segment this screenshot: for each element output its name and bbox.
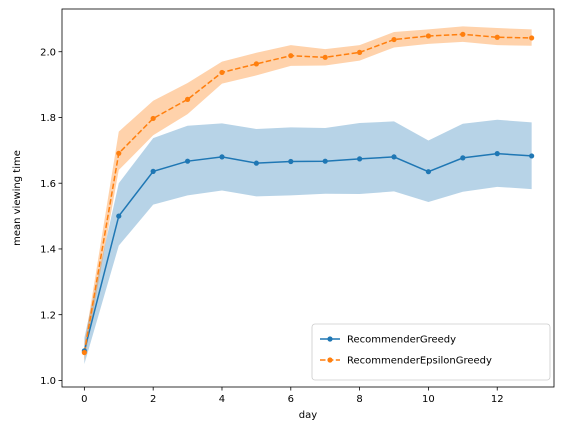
x-tick-label: 0 xyxy=(81,394,87,405)
recommenderepsilongreedy-point xyxy=(494,34,500,40)
series-markers xyxy=(81,31,535,356)
x-tick-label: 4 xyxy=(219,394,225,405)
recommenderepsilongreedy-point xyxy=(253,61,259,67)
recommendergreedy-point xyxy=(425,169,432,175)
recommendergreedy-line xyxy=(83,152,532,352)
y-tick-label: 2.0 xyxy=(40,47,56,58)
x-tick-label: 10 xyxy=(422,394,435,405)
plot-frame xyxy=(61,8,555,388)
recommenderepsilongreedy-point xyxy=(184,96,191,102)
recommenderepsilongreedy-point xyxy=(219,69,225,76)
recommenderepsilongreedy-legend-marker xyxy=(327,357,333,363)
recommenderepsilongreedy-line xyxy=(83,33,532,353)
legend: RecommenderGreedy RecommenderEpsilonGreed… xyxy=(311,323,551,381)
y-tick-label: 1.2 xyxy=(40,310,56,321)
recommendergreedy-band xyxy=(84,119,532,364)
x-tick-label: 6 xyxy=(288,394,294,405)
y-tick-label: 1.6 xyxy=(40,179,56,190)
recommenderepsilongreedy-point xyxy=(425,33,432,39)
confidence-bands xyxy=(84,26,532,364)
x-axis-ticks: 0 2 4 6 8 10 12 xyxy=(81,387,504,405)
x-tick-label: 12 xyxy=(491,394,504,405)
y-axis-label: mean viewing time xyxy=(12,150,23,246)
recommenderepsilongreedy-point xyxy=(529,35,535,41)
recommenderepsilongreedy-point xyxy=(322,54,328,60)
series-lines xyxy=(83,33,532,353)
recommendergreedy-point xyxy=(288,158,294,165)
recommendergreedy-point xyxy=(494,151,500,157)
recommenderepsilongreedy-point xyxy=(460,31,466,37)
recommenderepsilongreedy-point xyxy=(81,349,87,356)
legend-box xyxy=(311,323,551,381)
recommendergreedy-point xyxy=(322,158,328,164)
recommendergreedy-legend-marker xyxy=(327,336,333,342)
recommendergreedy-point xyxy=(219,154,225,160)
recommenderepsilongreedy-point xyxy=(150,115,156,122)
recommendergreedy-point xyxy=(184,158,191,164)
recommenderepsilongreedy-point xyxy=(391,36,397,43)
recommendergreedy-legend-label: RecommenderGreedy xyxy=(347,335,456,346)
recommenderepsilongreedy-point xyxy=(357,49,363,55)
recommenderepsilongreedy-point xyxy=(116,150,122,156)
recommendergreedy-point xyxy=(529,153,535,159)
recommendergreedy-point xyxy=(391,154,397,160)
recommendergreedy-point xyxy=(357,156,363,162)
y-axis-ticks: 1.0 1.2 1.4 1.6 1.8 2.0 xyxy=(40,47,62,387)
x-tick-label: 2 xyxy=(150,394,156,405)
x-axis-label: day xyxy=(299,410,317,421)
recommendergreedy-point xyxy=(116,213,122,219)
y-tick-label: 1.0 xyxy=(40,376,56,387)
x-tick-label: 8 xyxy=(356,394,362,405)
y-tick-label: 1.4 xyxy=(40,245,56,256)
recommenderepsilongreedy-point xyxy=(288,53,294,59)
recommendergreedy-point xyxy=(150,168,156,174)
recommendergreedy-point xyxy=(460,155,466,161)
recommenderepsilongreedy-legend-label: RecommenderEpsilonGreedy xyxy=(347,356,492,367)
y-tick-label: 1.8 xyxy=(40,113,56,124)
recommendergreedy-point xyxy=(253,160,259,166)
